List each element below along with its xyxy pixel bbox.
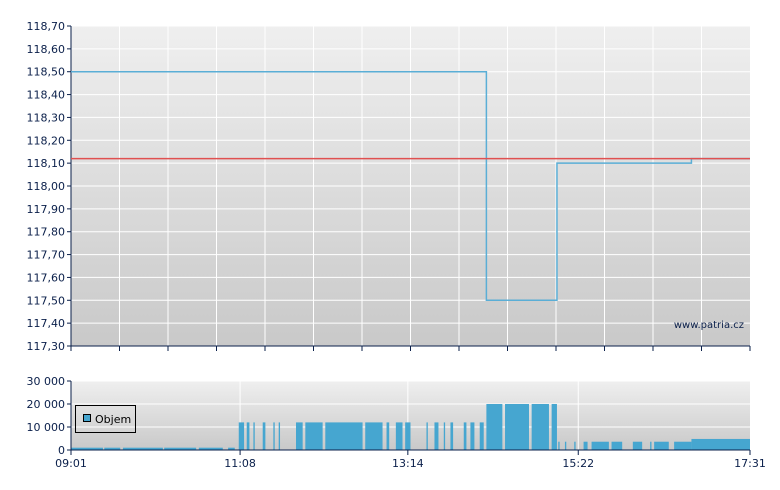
volume-bar xyxy=(365,422,383,450)
legend-swatch xyxy=(83,414,91,422)
price-chart: 117,30 117,40 117,50 117,60 117,70 117,80 117,… xyxy=(27,20,751,353)
x-tick-label: 17:31 xyxy=(734,457,766,470)
volume-bar xyxy=(591,441,609,450)
volume-bar xyxy=(228,447,235,450)
volume-bar xyxy=(296,422,303,450)
y-tick-label: 20 000 xyxy=(27,398,66,411)
y-tick-label: 117,80 xyxy=(27,226,66,239)
y-tick-label: 117,60 xyxy=(27,271,66,284)
volume-bar xyxy=(278,422,281,450)
volume-bar xyxy=(273,422,275,450)
volume-bar xyxy=(238,422,245,450)
volume-bar xyxy=(505,404,529,450)
volume-bar xyxy=(246,422,250,450)
y-tick-label: 30 000 xyxy=(27,375,66,388)
volume-bar xyxy=(650,441,652,450)
volume-bar xyxy=(104,447,121,450)
y-tick-label: 117,90 xyxy=(27,203,66,216)
y-tick-label: 118,30 xyxy=(27,111,66,124)
x-tick-label: 13:14 xyxy=(392,457,424,470)
volume-bar xyxy=(463,422,467,450)
y-tick-label: 117,40 xyxy=(27,317,66,330)
volume-bar xyxy=(486,404,503,450)
volume-bar xyxy=(426,422,428,450)
volume-bar xyxy=(443,422,446,450)
y-tick-label: 118,20 xyxy=(27,134,66,147)
volume-chart: 0 10 000 20 000 30 000 09:01 11:08 13:14 15:22 1… xyxy=(27,375,766,470)
volume-bar xyxy=(583,441,588,450)
price-line xyxy=(71,70,750,302)
x-tick-label: 15:22 xyxy=(562,457,594,470)
volume-bar xyxy=(262,422,266,450)
legend: Objem xyxy=(75,405,136,433)
volume-bar xyxy=(470,422,475,450)
legend-box xyxy=(75,405,136,433)
volume-bar xyxy=(450,422,454,450)
legend-label: Objem xyxy=(95,413,131,426)
volume-bar xyxy=(654,441,669,450)
volume-bar xyxy=(325,422,363,450)
volume-bar xyxy=(611,441,623,450)
y-tick-label: 118,40 xyxy=(27,89,66,102)
y-tick-label: 117,70 xyxy=(27,249,66,262)
volume-bar xyxy=(564,441,567,450)
y-tick-label: 118,00 xyxy=(27,180,66,193)
x-tick-label: 11:08 xyxy=(224,457,256,470)
volume-bar xyxy=(405,422,411,450)
y-tick-label: 118,50 xyxy=(27,66,66,79)
volume-bar xyxy=(691,438,750,450)
y-tick-label: 118,60 xyxy=(27,43,66,56)
y-tick-label: 10 000 xyxy=(27,421,66,434)
y-tick-label: 118,10 xyxy=(27,157,66,170)
volume-bar xyxy=(632,441,643,450)
volume-bar xyxy=(71,447,103,450)
volume-bar xyxy=(574,441,576,450)
watermark: www.patria.cz xyxy=(674,320,744,331)
volume-bar xyxy=(395,422,403,450)
volume-bar xyxy=(479,422,484,450)
y-tick-label: 0 xyxy=(58,444,65,457)
x-tick-label: 09:01 xyxy=(55,457,87,470)
volume-bar xyxy=(122,447,163,450)
volume-bar xyxy=(558,441,560,450)
y-tick-label: 117,30 xyxy=(27,340,66,353)
y-tick-label: 117,50 xyxy=(27,294,66,307)
volume-bar xyxy=(386,422,390,450)
volume-bar xyxy=(198,447,223,450)
y-tick-label: 118,70 xyxy=(27,20,66,33)
volume-bar xyxy=(305,422,323,450)
volume-bar xyxy=(164,447,197,450)
volume-bar xyxy=(434,422,439,450)
volume-bar xyxy=(551,404,557,450)
volume-bar xyxy=(674,441,692,450)
volume-bar xyxy=(531,404,549,450)
volume-bar xyxy=(253,422,255,450)
